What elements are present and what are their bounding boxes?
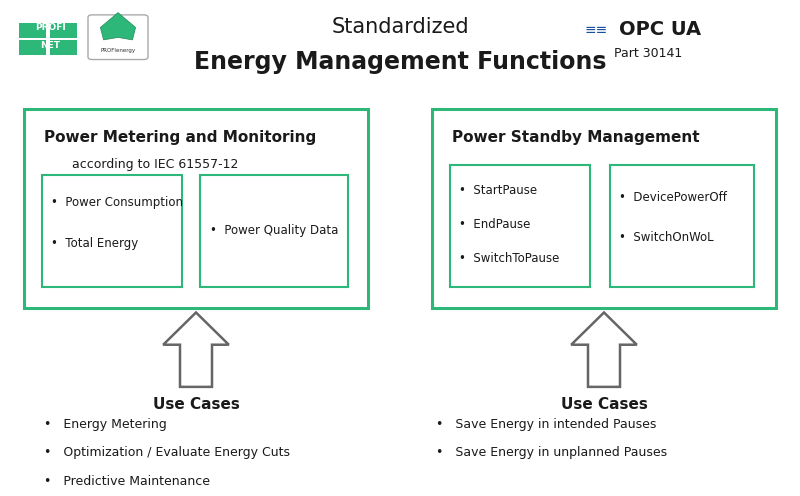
Text: •  Total Energy: • Total Energy: [51, 237, 138, 249]
Text: •  EndPause: • EndPause: [459, 218, 530, 231]
Text: OPC UA: OPC UA: [619, 20, 701, 39]
Text: •   Save Energy in intended Pauses: • Save Energy in intended Pauses: [436, 418, 656, 431]
Text: ≡≡: ≡≡: [584, 23, 608, 37]
Text: Use Cases: Use Cases: [561, 397, 647, 412]
Text: •  Power Quality Data: • Power Quality Data: [210, 224, 338, 238]
Text: Part 30141: Part 30141: [614, 47, 682, 60]
Bar: [42, 175, 182, 287]
Polygon shape: [163, 312, 229, 387]
Polygon shape: [101, 12, 136, 40]
Text: PROFIenergy: PROFIenergy: [101, 48, 135, 53]
Text: Power Standby Management: Power Standby Management: [452, 130, 700, 145]
Text: according to IEC 61557-12: according to IEC 61557-12: [71, 158, 238, 171]
FancyBboxPatch shape: [88, 15, 148, 60]
Text: NET: NET: [40, 41, 61, 50]
Text: •  SwitchOnWoL: • SwitchOnWoL: [619, 231, 714, 244]
Text: •  StartPause: • StartPause: [459, 185, 538, 197]
Bar: [450, 165, 590, 287]
Text: PROFI: PROFI: [35, 23, 66, 32]
Text: Power Metering and Monitoring: Power Metering and Monitoring: [44, 130, 316, 145]
Text: •   Optimization / Evaluate Energy Cuts: • Optimization / Evaluate Energy Cuts: [44, 446, 290, 459]
Text: •   Save Energy in unplanned Pauses: • Save Energy in unplanned Pauses: [436, 446, 667, 459]
Text: •   Predictive Maintenance: • Predictive Maintenance: [44, 475, 210, 488]
Text: •  SwitchToPause: • SwitchToPause: [459, 252, 559, 265]
Text: Use Cases: Use Cases: [153, 397, 239, 412]
Text: Standardized: Standardized: [331, 17, 469, 37]
Bar: [50, 40, 77, 55]
Text: •   Energy Metering: • Energy Metering: [44, 418, 166, 431]
Text: •  Power Consumption: • Power Consumption: [51, 196, 183, 209]
Text: Energy Management Functions: Energy Management Functions: [194, 50, 606, 74]
Bar: [19, 23, 46, 38]
Polygon shape: [571, 312, 637, 387]
Bar: [432, 109, 776, 308]
Bar: [610, 165, 754, 287]
Text: •  DevicePowerOff: • DevicePowerOff: [619, 191, 727, 204]
Bar: [200, 175, 348, 287]
Bar: [19, 40, 46, 55]
Bar: [24, 109, 368, 308]
Bar: [50, 23, 77, 38]
